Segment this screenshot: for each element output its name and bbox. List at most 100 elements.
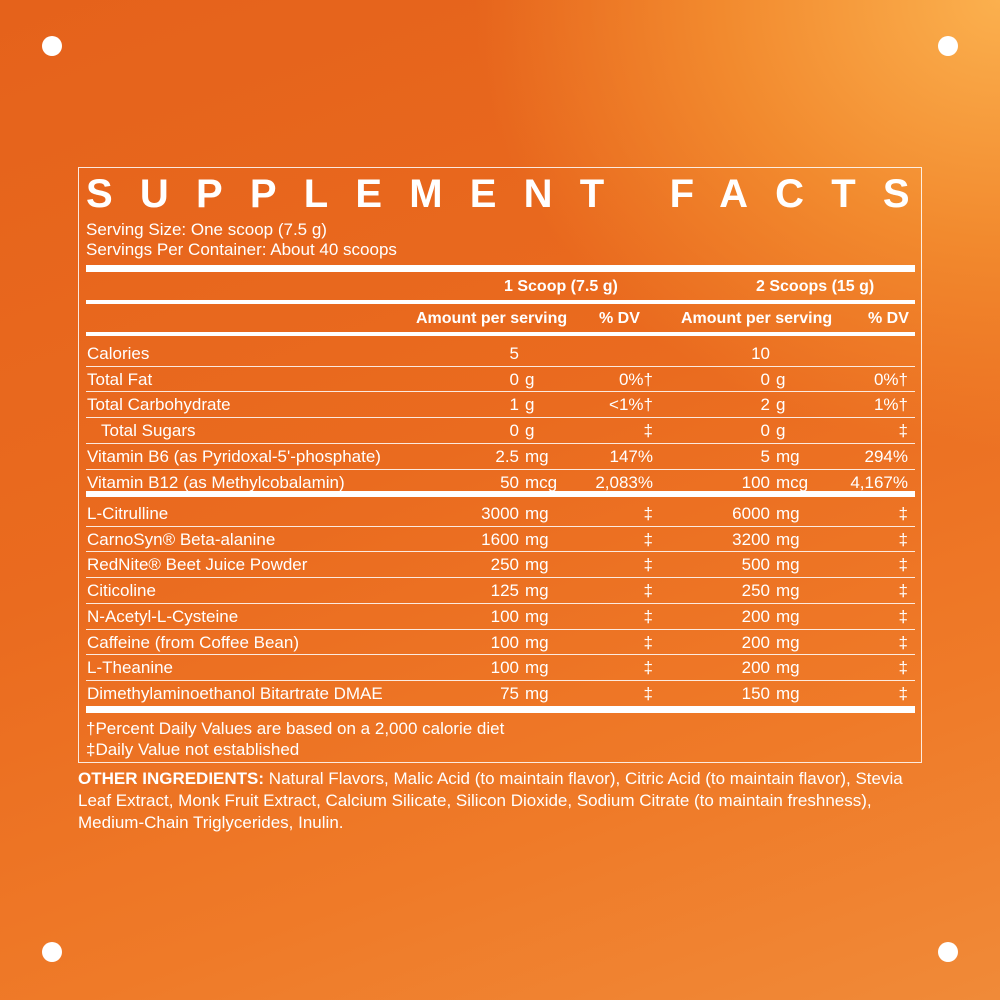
name: RedNite® Beet Juice Powder: [87, 555, 308, 575]
corner-dot-bottom-right: [938, 942, 958, 962]
name: CarnoSyn® Beta-alanine: [87, 529, 276, 549]
dv-2: 1%†: [873, 395, 908, 415]
corner-dot-top-left: [42, 36, 62, 56]
dv-1: ‡: [643, 632, 653, 652]
amount-2: 150: [741, 683, 770, 703]
dv-1: 2,083%: [595, 472, 653, 492]
amount-1: 100: [490, 658, 519, 678]
unit-2: mg: [776, 581, 800, 601]
amount-1: 0: [509, 369, 519, 389]
unit-1: g: [525, 421, 535, 441]
unit-1: mcg: [525, 472, 558, 492]
amount-2: 250: [741, 581, 770, 601]
amount-2: 200: [741, 632, 770, 652]
row-divider: [86, 391, 915, 393]
amount-1: 0: [509, 421, 519, 441]
dv-header-1: % DV: [599, 310, 640, 327]
unit-1: mg: [525, 555, 549, 575]
unit-2: mg: [776, 555, 800, 575]
unit-1: mg: [525, 529, 549, 549]
dv-2: 4,167%: [850, 472, 908, 492]
name: L-Citrulline: [87, 504, 169, 523]
row-divider: [86, 602, 915, 604]
amount-1: 100: [490, 632, 519, 652]
name: Total Sugars: [101, 421, 196, 441]
amount-header-2: Amount per serving: [681, 310, 833, 327]
name: Vitamin B6 (as Pyridoxal-5'-phosphate): [87, 446, 381, 466]
row-divider: [86, 417, 915, 419]
amount-2: 10: [751, 344, 770, 363]
dv-1: <1%†: [609, 395, 653, 415]
divider-thick: [86, 265, 915, 272]
other-ingredients: OTHER INGREDIENTS: Natural Flavors, Mali…: [78, 768, 918, 834]
ingredient-row: Caffeine (from Coffee Bean) 100 mg ‡ 200 mg ‡: [79, 630, 921, 655]
divider-medium: [86, 300, 915, 304]
ingredient-row: L-Citrulline 3000 mg ‡ 6000 mg ‡: [79, 501, 921, 526]
amount-2: 2: [760, 395, 770, 415]
dv-2: 0%†: [873, 369, 908, 389]
dv-2: ‡: [898, 421, 908, 441]
footnote-percent-dv: †Percent Daily Values are based on a 2,0…: [86, 719, 505, 738]
name: Citicoline: [87, 581, 156, 601]
supplement-facts-panel: SUPPLEMENT FACTS Serving Size: One scoop…: [78, 167, 922, 763]
ingredient-row: N-Acetyl-L-Cysteine 100 mg ‡ 200 mg ‡: [79, 604, 921, 629]
unit-1: mg: [525, 658, 549, 678]
unit-2: mcg: [776, 472, 809, 492]
serving2-header: 2 Scoops (15 g): [756, 278, 875, 295]
row-divider: [86, 525, 915, 527]
name: Total Fat: [87, 369, 153, 389]
dv-1: 147%: [609, 446, 653, 466]
name: Dimethylaminoethanol Bitartrate DMAE: [87, 683, 383, 703]
name: Caffeine (from Coffee Bean): [87, 632, 299, 652]
dv-1: ‡: [643, 683, 653, 703]
ingredient-row: L-Theanine 100 mg ‡ 200 mg ‡: [79, 655, 921, 680]
name: Calories: [87, 344, 150, 363]
row-divider: [86, 679, 915, 681]
unit-2: g: [776, 369, 786, 389]
amount-1: 3000: [481, 504, 519, 523]
amount-1: 2.5: [495, 446, 519, 466]
divider-thick: [86, 491, 915, 497]
amount-2: 5: [760, 446, 770, 466]
unit-1: mg: [525, 632, 549, 652]
unit-1: mg: [525, 504, 549, 523]
amount-1: 50: [500, 472, 519, 492]
dv-1: ‡: [643, 504, 653, 523]
dv-2: ‡: [898, 581, 908, 601]
row-divider: [86, 628, 915, 630]
nutrient-row: Vitamin B6 (as Pyridoxal-5'-phosphate) 2.…: [79, 444, 921, 469]
dv-2: ‡: [898, 606, 908, 626]
unit-2: mg: [776, 504, 800, 523]
name: N-Acetyl-L-Cysteine: [87, 606, 239, 626]
dv-2: 294%: [864, 446, 908, 466]
unit-2: mg: [776, 446, 800, 466]
unit-1: mg: [525, 581, 549, 601]
amount-2: 100: [741, 472, 770, 492]
panel-title: SUPPLEMENT FACTS: [86, 172, 937, 216]
unit-2: g: [776, 395, 786, 415]
corner-dot-top-right: [938, 36, 958, 56]
unit-1: mg: [525, 446, 549, 466]
amount-1: 100: [490, 606, 519, 626]
servings-per-container: Servings Per Container: About 40 scoops: [86, 240, 397, 259]
nutrient-row: Calories 5 10: [79, 341, 921, 366]
amount-2: 200: [741, 606, 770, 626]
amount-1: 1: [509, 395, 519, 415]
dv-1: ‡: [643, 606, 653, 626]
amount-2: 3200: [732, 529, 770, 549]
dv-1: ‡: [643, 529, 653, 549]
ingredient-row: RedNite® Beet Juice Powder 250 mg ‡ 500 mg ‡: [79, 552, 921, 577]
nutrient-row: Total Fat 0 g 0%† 0 g 0%†: [79, 367, 921, 392]
amount-1: 125: [490, 581, 519, 601]
amount-1: 250: [490, 555, 519, 575]
ingredient-row: CarnoSyn® Beta-alanine 1600 mg ‡ 3200 mg ‡: [79, 527, 921, 552]
name: Total Carbohydrate: [87, 395, 231, 415]
dv-1: ‡: [643, 658, 653, 678]
row-divider: [86, 468, 915, 470]
amount-header-1: Amount per serving: [416, 310, 568, 327]
dv-1: ‡: [643, 421, 653, 441]
footnote-dv-not-established: ‡Daily Value not established: [86, 740, 300, 759]
amount-1: 5: [509, 344, 519, 363]
ingredient-row: Dimethylaminoethanol Bitartrate DMAE 75 mg…: [79, 681, 921, 706]
unit-1: mg: [525, 606, 549, 626]
